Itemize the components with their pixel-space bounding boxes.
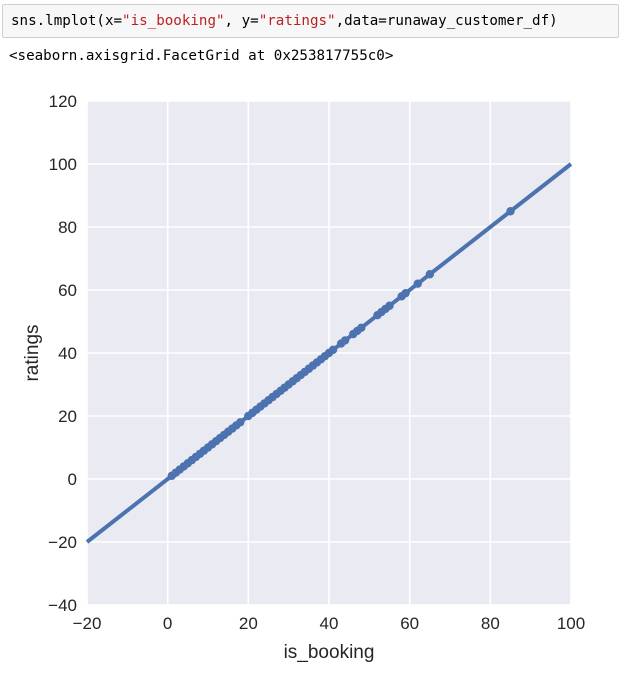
x-tick-label: 0 (163, 614, 172, 633)
scatter-point (413, 279, 422, 288)
scatter-point (506, 207, 515, 216)
code-cell-input[interactable]: sns.lmplot(x="is_booking", y="ratings",d… (2, 4, 619, 38)
y-tick-label: 20 (58, 407, 77, 426)
x-tick-label: −20 (73, 614, 102, 633)
x-axis-label: is_booking (284, 642, 375, 663)
x-tick-label: 80 (481, 614, 500, 633)
scatter-point (401, 288, 410, 298)
code-token: , y= (224, 13, 259, 29)
y-tick-label: −40 (48, 596, 77, 615)
code-token: ,data=runaway_customer_df) (335, 13, 558, 29)
cell-output-text: <seaborn.axisgrid.FacetGrid at 0x2538177… (9, 48, 394, 64)
scatter-point (425, 270, 435, 279)
code-token: "ratings" (258, 13, 336, 29)
x-tick-label: 60 (400, 614, 419, 633)
scatter-point (328, 345, 338, 355)
data-points (167, 207, 515, 481)
scatter-point (385, 301, 394, 310)
scatter-point (357, 323, 366, 332)
x-tick-label: 40 (320, 614, 339, 633)
y-tick-label: 80 (58, 218, 77, 237)
y-tick-label: 0 (68, 470, 77, 489)
scatter-point (340, 336, 350, 345)
y-tick-label: 120 (49, 92, 77, 111)
scatter-point (236, 418, 245, 427)
y-tick-label: 100 (49, 155, 77, 174)
code-token: "is_booking" (122, 13, 225, 29)
x-tick-label: 100 (557, 614, 585, 633)
y-tick-label: 40 (58, 344, 77, 363)
code-token: sns.lmplot(x= (11, 13, 123, 29)
y-tick-label: −20 (48, 533, 77, 552)
y-tick-label: 60 (58, 281, 77, 300)
y-axis-label: ratings (22, 324, 43, 381)
grid-lines (86, 100, 572, 606)
x-tick-label: 20 (239, 614, 258, 633)
